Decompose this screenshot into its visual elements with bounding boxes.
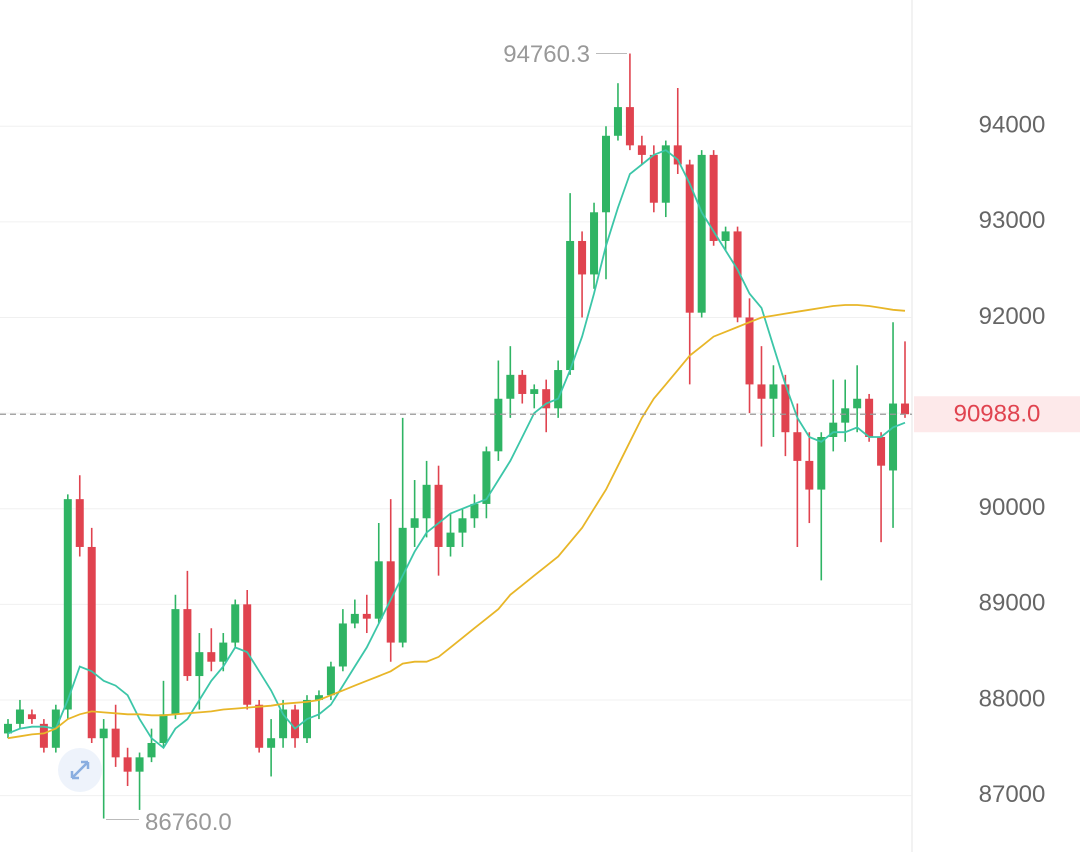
- candle-body: [625, 107, 634, 146]
- candle-body: [721, 231, 730, 241]
- moving-average-line: [7, 149, 906, 750]
- candle-body: [207, 652, 216, 662]
- low-label: 86760.0: [145, 809, 232, 836]
- y-tick-label: 89000: [979, 590, 1046, 617]
- expand-arrows[interactable]: [70, 760, 90, 780]
- candle-body: [279, 709, 288, 739]
- candle-body: [147, 742, 156, 758]
- candle-body: [243, 604, 252, 705]
- candle-body: [661, 145, 670, 203]
- candle-body: [386, 561, 395, 643]
- candle-body: [267, 738, 276, 748]
- candle-body: [362, 613, 371, 619]
- candle-body: [805, 460, 814, 490]
- candle-body: [350, 613, 359, 624]
- candle-body: [865, 398, 874, 437]
- candle-body: [494, 398, 503, 452]
- candle-body: [291, 709, 300, 739]
- candle-body: [841, 408, 850, 423]
- candle-body: [75, 499, 84, 547]
- candle-body: [697, 154, 706, 313]
- candle-body: [4, 723, 12, 734]
- candle-body: [398, 527, 407, 643]
- candle-body: [530, 389, 539, 394]
- candle-body: [27, 714, 36, 720]
- candle-body: [853, 398, 862, 409]
- candle-body: [135, 757, 144, 772]
- candle-body: [123, 757, 132, 772]
- candle-body: [709, 154, 718, 241]
- y-tick-label: 90000: [979, 494, 1046, 521]
- candle-body: [901, 403, 909, 415]
- candle-body: [602, 135, 610, 213]
- candle-body: [829, 422, 838, 437]
- candle-body: [817, 436, 826, 490]
- y-tick-label: 93000: [979, 207, 1046, 234]
- candle-body: [111, 728, 120, 758]
- candle-body: [183, 609, 192, 677]
- candle-body: [231, 604, 240, 643]
- candle-body: [649, 154, 658, 203]
- candle-body: [733, 231, 742, 318]
- candle-body: [506, 374, 515, 399]
- candle-body: [518, 374, 527, 394]
- candle-body: [613, 107, 622, 136]
- y-tick-label: 92000: [979, 303, 1046, 330]
- candle-body: [314, 695, 323, 700]
- candle-body: [338, 623, 347, 667]
- candle-body: [793, 432, 802, 461]
- moving-average-line: [7, 304, 906, 740]
- y-tick-label: 88000: [979, 685, 1046, 712]
- y-tick-label: 94000: [979, 112, 1046, 139]
- candle-body: [685, 164, 694, 313]
- candle-body: [458, 518, 467, 533]
- candle-body: [195, 652, 204, 677]
- candle-body: [63, 499, 72, 710]
- candle-body: [434, 484, 443, 547]
- candle-body: [99, 728, 108, 739]
- candle-body: [15, 709, 24, 724]
- candle-body: [446, 532, 455, 547]
- last-price-box: [914, 396, 1080, 433]
- candle-body: [87, 546, 96, 739]
- candle-body: [39, 723, 48, 748]
- candle-body: [781, 384, 790, 433]
- candle-body: [590, 212, 599, 275]
- candle-body: [171, 609, 180, 715]
- candle-body: [769, 384, 778, 399]
- candle-body: [637, 145, 646, 155]
- candle-body: [410, 518, 419, 528]
- candle-body: [374, 561, 383, 619]
- candle-body: [673, 145, 682, 165]
- candle-body: [159, 714, 168, 743]
- candle-body: [219, 642, 228, 662]
- candle-body: [482, 451, 491, 504]
- candle-body: [554, 370, 563, 409]
- high-label: 94760.3: [503, 41, 590, 68]
- candle-body: [745, 317, 754, 385]
- candle-body: [757, 384, 766, 399]
- candle-body: [877, 436, 886, 466]
- candle-body: [326, 666, 335, 696]
- candle-body: [470, 503, 479, 519]
- candle-body: [566, 240, 575, 371]
- expand-icon[interactable]: [58, 748, 102, 792]
- candle-body: [255, 704, 264, 748]
- candle-body: [889, 403, 898, 471]
- last-price-label: 90988.0: [954, 401, 1041, 428]
- candle-body: [578, 240, 587, 275]
- candle-body: [422, 484, 431, 519]
- y-tick-label: 87000: [979, 781, 1046, 808]
- candle-body: [542, 389, 551, 409]
